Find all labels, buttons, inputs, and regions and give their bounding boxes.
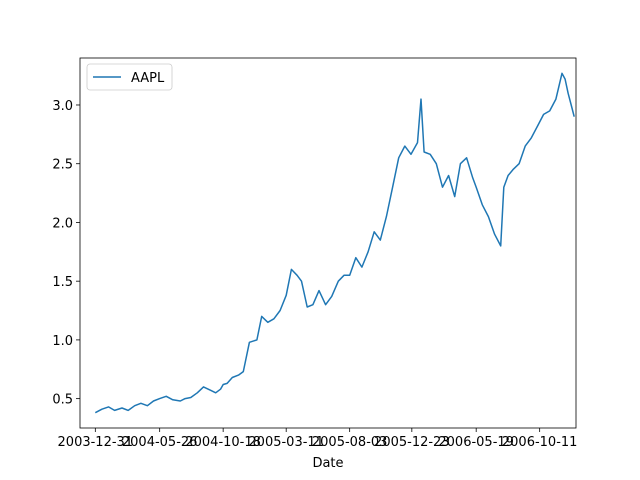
y-tick-label: 1.0 <box>52 334 73 349</box>
y-tick-label: 3.0 <box>52 99 73 114</box>
x-tick-label: 2004-05-26 <box>122 435 198 450</box>
y-tick-label: 1.5 <box>52 275 73 290</box>
plot-area <box>94 72 575 414</box>
legend: AAPL <box>86 63 173 91</box>
series-line-aapl <box>94 72 575 414</box>
x-tick-label: 2006-10-11 <box>502 435 578 450</box>
x-tick-label: 2005-08-03 <box>312 435 388 450</box>
x-tick-label: 2006-05-19 <box>438 435 514 450</box>
y-tick-label: 0.5 <box>52 393 73 408</box>
x-tick-label: 2005-03-11 <box>248 435 324 450</box>
y-tick-label: 2.5 <box>52 158 73 173</box>
x-tick-label: 2003-12-31 <box>58 435 134 450</box>
y-tick-label: 2.0 <box>52 216 73 231</box>
legend-label: AAPL <box>131 71 165 86</box>
x-axis-label: Date <box>312 456 343 471</box>
x-axis: 2003-12-312004-05-262004-10-182005-03-11… <box>58 428 578 450</box>
x-tick-label: 2004-10-18 <box>185 435 261 450</box>
x-tick-label: 2005-12-23 <box>374 435 450 450</box>
legend-box <box>86 63 173 91</box>
y-axis: 0.5 1.0 1.5 2.0 2.5 3.0 <box>52 99 80 408</box>
plot-frame <box>79 57 577 429</box>
